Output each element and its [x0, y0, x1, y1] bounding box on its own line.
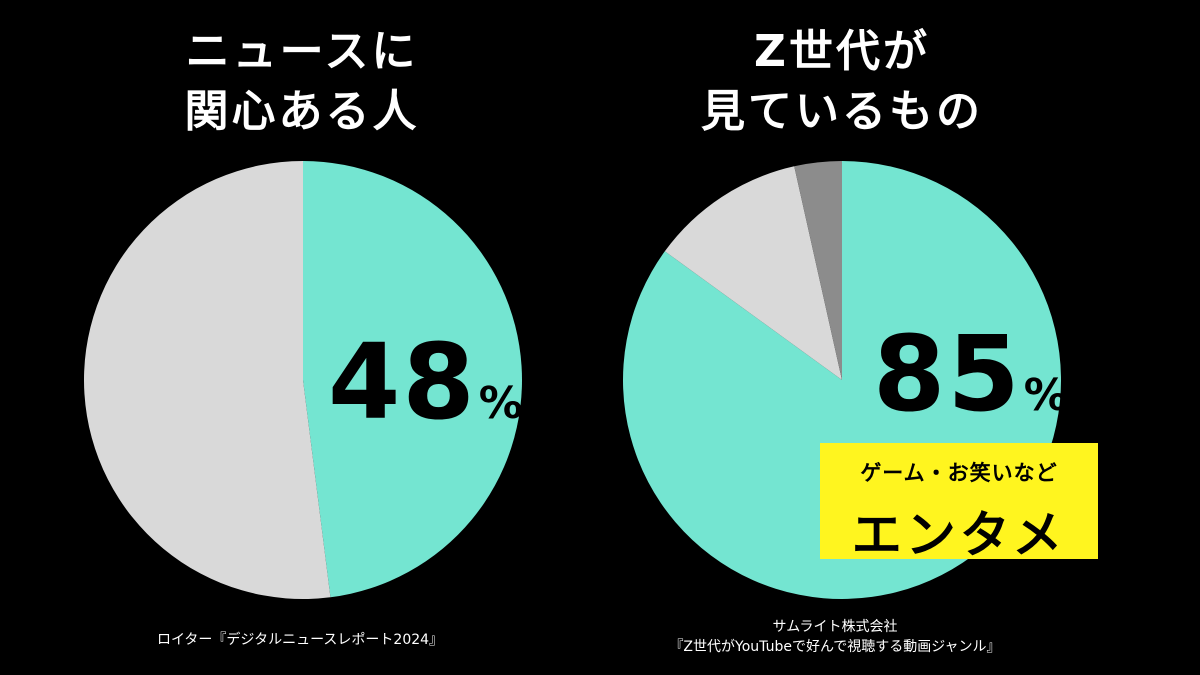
right-source-line2: 『Z世代がYouTubeで好んで視聴する動画ジャンル』: [669, 639, 1001, 655]
left-title-line2: 関心ある人: [184, 86, 420, 137]
right-source-line1: サムライト株式会社: [772, 619, 898, 635]
left-title-line1: ニュースに: [185, 26, 419, 77]
left-pie-chart: [84, 161, 522, 599]
callout-subtitle: ゲーム・お笑いなど: [860, 461, 1058, 485]
left-source-note: ロイター『デジタルニュースレポート2024』: [110, 630, 490, 650]
right-pie-slice-2: [794, 161, 842, 380]
left-value-label: 48%: [328, 330, 523, 434]
right-title-line1: Z世代が: [754, 26, 930, 77]
right-value-unit: %: [1023, 370, 1068, 421]
right-title-line2: 見ているもの: [701, 86, 983, 137]
left-value-unit: %: [478, 378, 523, 429]
left-chart-title: ニュースに 関心ある人: [72, 22, 532, 142]
entertainment-callout: ゲーム・お笑いなど エンタメ: [820, 443, 1098, 564]
right-source-note: サムライト株式会社 『Z世代がYouTubeで好んで視聴する動画ジャンル』: [640, 617, 1030, 657]
left-value-number: 48: [328, 321, 477, 443]
left-source-text: ロイター『デジタルニュースレポート2024』: [156, 632, 444, 648]
left-pie-slice-1: [84, 161, 331, 599]
right-value-label: 85%: [873, 322, 1068, 426]
right-pie-slice-1: [664, 166, 842, 380]
right-chart-title: Z世代が 見ているもの: [612, 22, 1072, 142]
callout-title: エンタメ: [851, 506, 1067, 564]
left-pie-slice-0: [303, 161, 522, 598]
right-value-number: 85: [873, 313, 1022, 435]
